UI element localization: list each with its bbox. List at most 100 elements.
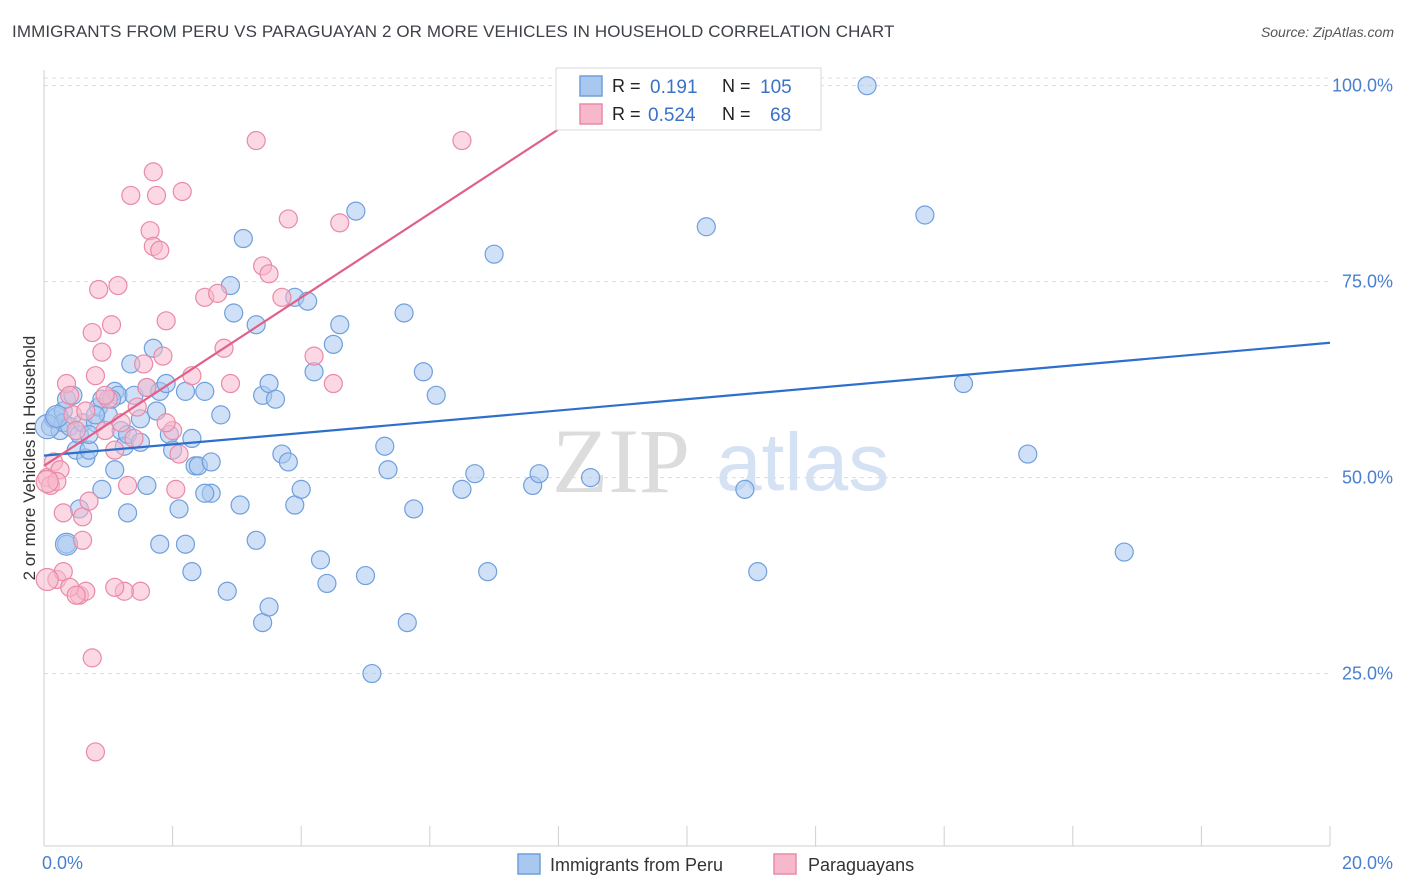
y-tick-label: 25.0% <box>1342 664 1393 684</box>
peru-point <box>413 362 433 382</box>
paraguayans-point <box>108 275 128 296</box>
peru-point <box>748 562 768 582</box>
peru-point <box>317 573 337 594</box>
peru-point <box>201 452 221 472</box>
peru-point <box>696 217 716 237</box>
paraguayans-point <box>259 264 279 284</box>
peru-point <box>378 460 398 480</box>
legend-para-swatch <box>773 853 797 875</box>
peru-point <box>182 562 202 582</box>
paraguayans-point <box>35 469 59 494</box>
paraguayans-point <box>89 279 109 300</box>
x-axis-tick-labels: 0.0% 20.0% <box>42 853 1393 873</box>
paraguayans-point <box>117 475 138 496</box>
paraguayans-point <box>72 530 93 550</box>
paraguayans-point <box>172 181 192 202</box>
peru-point <box>298 291 318 311</box>
peru-point <box>233 228 253 249</box>
paraguayans-point <box>35 567 59 592</box>
stats-para-swatch <box>579 103 603 125</box>
peru-point <box>323 334 343 354</box>
peru-point <box>580 467 601 488</box>
peru-point <box>175 534 196 554</box>
paraguayans-point <box>166 479 186 499</box>
y-tick-label: 75.0% <box>1342 272 1393 292</box>
paraguayans-point <box>156 413 176 433</box>
peru-point <box>484 244 504 264</box>
paraguayans-point <box>246 130 266 151</box>
stats-para-r-label: R = <box>612 104 641 124</box>
peru-point <box>404 499 424 519</box>
peru-point <box>397 613 417 633</box>
legend-peru-label: Immigrants from Peru <box>550 855 723 875</box>
peru-point <box>265 389 286 409</box>
peru-point <box>529 464 549 484</box>
x-axis-ticks <box>43 826 1331 846</box>
y-tick-label: 100.0% <box>1332 76 1393 96</box>
grid-lines <box>44 77 1330 675</box>
paraguayans-point <box>272 287 292 307</box>
paraguayans-point <box>95 385 115 405</box>
peru-point <box>857 76 877 96</box>
y-axis-label: 2 or more Vehicles in Household <box>20 336 39 581</box>
peru-point <box>1018 444 1038 464</box>
stats-peru-n-value: 105 <box>760 77 792 98</box>
paraguayans-point <box>101 315 122 335</box>
peru-point <box>310 550 331 570</box>
peru-point <box>291 479 311 499</box>
peru-point <box>426 385 446 405</box>
stats-peru-r-label: R = <box>612 76 641 96</box>
y-tick-label: 50.0% <box>1342 468 1393 488</box>
watermark: ZIP atlas <box>552 410 889 512</box>
paraguayans-point <box>79 491 99 511</box>
chart-title: IMMIGRANTS FROM PERU VS PARAGUAYAN 2 OR … <box>12 22 895 41</box>
watermark-zip: ZIP <box>552 410 690 512</box>
paraguayans-point <box>121 185 141 206</box>
paraguayans-point <box>330 213 350 233</box>
peru-point <box>394 303 414 323</box>
stats-box: R = 0.191 N = 105 R = 0.524 N = 68 <box>555 67 822 131</box>
paraguayans-point <box>146 185 167 206</box>
paraguayans-point <box>53 503 73 523</box>
peru-point <box>195 483 215 503</box>
series-paraguayans-points <box>35 130 472 762</box>
peru-point <box>217 581 237 601</box>
legend: Immigrants from Peru Paraguayans <box>517 853 914 875</box>
paraguayans-point <box>85 742 106 762</box>
stats-para-n-label: N = <box>722 104 751 124</box>
peru-point <box>105 460 125 480</box>
paraguayans-point <box>452 130 472 151</box>
paraguayans-point <box>156 311 176 331</box>
peru-point <box>92 479 112 499</box>
stats-peru-r-value: 0.191 <box>650 77 698 98</box>
paraguayans-point <box>134 354 154 374</box>
trend-lines <box>43 120 1331 467</box>
paraguayans-point <box>82 648 102 668</box>
peru-point <box>137 475 157 496</box>
paraguayans-point <box>169 444 189 464</box>
series-peru-points <box>34 76 1134 684</box>
peru-point <box>735 479 755 499</box>
peru-point <box>259 597 279 617</box>
paraguayans-point <box>130 581 151 601</box>
legend-peru-swatch <box>517 853 541 875</box>
stats-para-r-value: 0.524 <box>648 105 696 126</box>
legend-para-label: Paraguayans <box>808 855 914 875</box>
peru-point <box>362 663 382 684</box>
x-tick-label: 20.0% <box>1342 853 1393 873</box>
peru-point <box>1114 542 1134 562</box>
paraguayans-point <box>220 373 241 394</box>
paraguayans-point <box>60 385 80 405</box>
peru-point <box>246 530 266 550</box>
paraguayans-trend-line <box>43 120 572 467</box>
peru-point <box>478 562 498 582</box>
peru-trend-line <box>43 341 1331 457</box>
y-axis-tick-labels: 100.0% 75.0% 50.0% 25.0% <box>1332 76 1393 684</box>
peru-point <box>278 452 298 472</box>
peru-point <box>224 303 244 323</box>
peru-point <box>195 381 215 401</box>
peru-point <box>375 436 395 456</box>
stats-para-n-value: 68 <box>770 105 791 126</box>
stats-peru-n-label: N = <box>722 76 751 96</box>
